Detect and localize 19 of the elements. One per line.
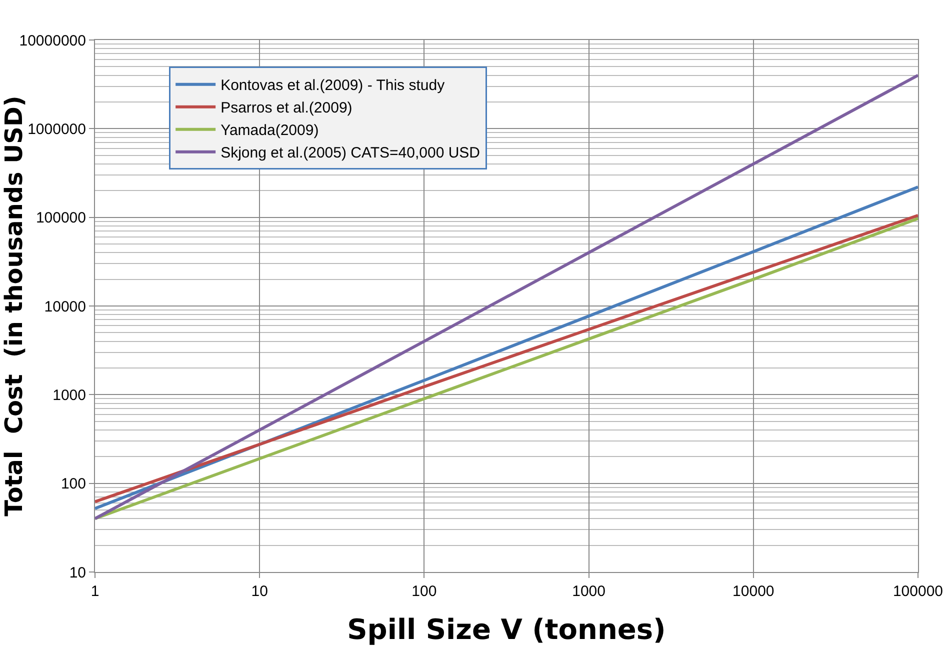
y-tick-label: 10 <box>69 564 86 582</box>
y-tick-label: 1000 <box>52 386 86 404</box>
legend-label: Skjong et al.(2005) CATS=40,000 USD <box>220 144 480 162</box>
legend-label: Kontovas et al.(2009) - This study <box>220 77 446 94</box>
y-tick-label: 100 <box>60 476 86 493</box>
x-tick-label: 100000 <box>892 583 944 600</box>
legend-label: Psarros et al.(2009) <box>220 100 352 117</box>
legend-label: Yamada(2009) <box>220 122 319 140</box>
y-tick-label: 1000000 <box>28 120 86 138</box>
y-tick-label: 10000000 <box>19 32 86 50</box>
x-tick-label: 100 <box>412 583 437 600</box>
x-tick-label: 1000 <box>572 583 606 600</box>
x-axis-title: Spill Size V (tonnes) <box>347 613 666 646</box>
y-tick-label: 10000 <box>44 298 86 316</box>
y-tick-label: 100000 <box>36 210 86 227</box>
x-tick-label: 1 <box>90 583 100 600</box>
x-tick-label: 10000 <box>732 583 774 600</box>
y-axis-title: Total Cost (in thousands USD) <box>0 96 28 516</box>
x-tick-label: 10 <box>251 583 268 600</box>
